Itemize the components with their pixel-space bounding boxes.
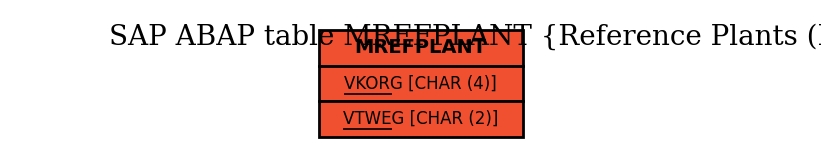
Bar bbox=[319, 101, 522, 137]
Bar bbox=[319, 66, 522, 101]
Text: VTWEG [CHAR (2)]: VTWEG [CHAR (2)] bbox=[343, 110, 498, 128]
Text: VKORG [CHAR (4)]: VKORG [CHAR (4)] bbox=[344, 74, 498, 92]
Text: MREFPLANT: MREFPLANT bbox=[355, 38, 487, 57]
Text: SAP ABAP table MREFPLANT {Reference Plants (Retail)}: SAP ABAP table MREFPLANT {Reference Plan… bbox=[109, 24, 821, 51]
Bar bbox=[319, 30, 522, 66]
